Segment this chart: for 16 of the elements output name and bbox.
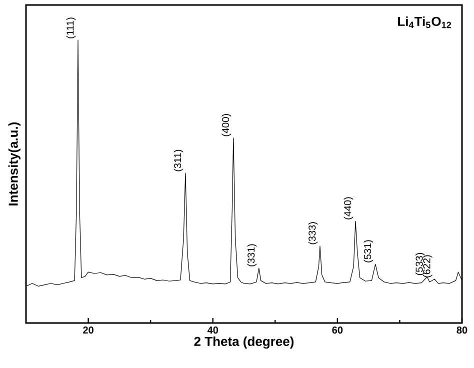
- annotation: (622): [422, 255, 432, 278]
- annotation: (531): [364, 240, 374, 262]
- annotation: (533): [415, 252, 425, 276]
- annotation: (440): [344, 197, 354, 220]
- annotation: (331): [247, 244, 257, 266]
- x-axis-title: 2 Theta (degree): [194, 336, 294, 349]
- annotation: (400): [222, 114, 232, 136]
- annotation: (333): [308, 222, 318, 244]
- x-tick-label: 60: [332, 326, 343, 334]
- x-tick-label: 40: [207, 326, 218, 334]
- y-axis-title: Intensity(a.u.): [8, 122, 20, 206]
- text: Li$_{4}$Ti$_{5}$O$_{12}$: [398, 16, 452, 28]
- x-tick-label: 20: [83, 326, 94, 334]
- x-tick-label: 80: [456, 326, 468, 334]
- annotation: (111): [66, 18, 76, 38]
- annotation: (311): [174, 150, 184, 172]
